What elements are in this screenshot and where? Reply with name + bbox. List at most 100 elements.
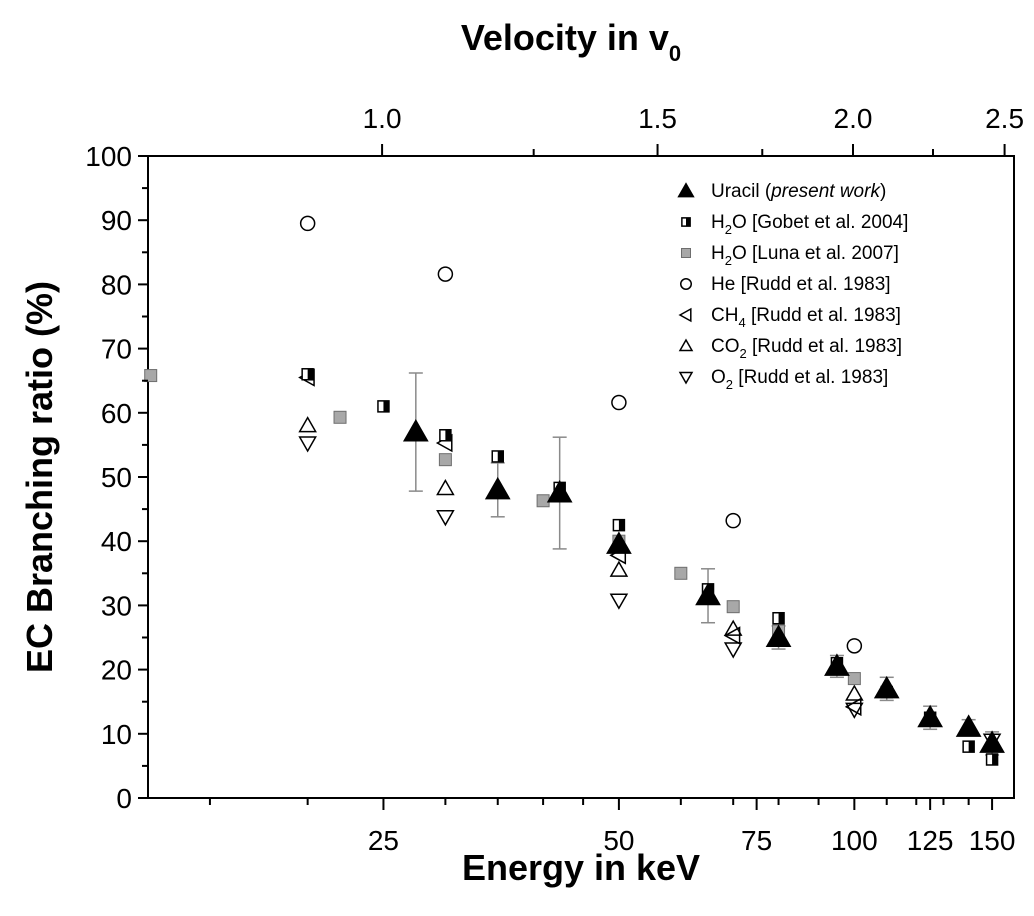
y-tick-label: 20	[101, 655, 132, 686]
legend-label-h2o-luna: H2O [Luna et al. 2007]	[711, 243, 899, 268]
point-uracil	[824, 653, 850, 676]
legend-label-h2o-gobet: H2O [Gobet et al. 2004]	[711, 212, 908, 237]
point-h2o-gobet	[985, 753, 999, 766]
legend-label-he-rudd: He [Rudd et al. 1983]	[711, 274, 891, 295]
point-he-rudd	[725, 512, 741, 529]
legend-entry-he-rudd: He [Rudd et al. 1983]	[680, 274, 891, 295]
legend-entry-co2-rudd: CO2 [Rudd et al. 1983]	[678, 336, 902, 361]
legend-label-part: present work	[770, 181, 881, 202]
x-tick-label: 150	[969, 825, 1016, 856]
marker-square-fill	[445, 429, 451, 441]
point-uracil	[484, 476, 511, 500]
x2-axis-title-sub: 0	[669, 41, 681, 66]
series-o2-rudd	[298, 436, 1002, 750]
point-he-rudd	[437, 266, 454, 282]
legend-label-part: Uracil (	[711, 181, 772, 202]
x-tick-label: 25	[368, 825, 399, 856]
legend-label-part: )	[880, 181, 886, 202]
point-uracil	[979, 730, 1005, 753]
marker-square-fill	[686, 217, 691, 227]
legend-marker-ch4-rudd	[678, 307, 692, 323]
marker-square-fill	[992, 753, 998, 765]
legend-label-o2-rudd: O2 [Rudd et al. 1983]	[711, 367, 888, 392]
point-he-rudd	[846, 638, 863, 654]
point-o2-rudd	[298, 436, 317, 453]
point-ch4-rudd	[723, 626, 741, 645]
point-he-rudd	[611, 394, 627, 411]
legend-marker-he-rudd	[680, 278, 692, 290]
legend-label-ch4-rudd: CH4 [Rudd et al. 1983]	[711, 305, 901, 330]
point-h2o-gobet	[301, 368, 314, 381]
legend-marker-h2o-luna	[681, 248, 691, 258]
point-uracil	[955, 714, 982, 737]
point-h2o-gobet	[612, 518, 626, 532]
x-tick-label: 75	[741, 825, 772, 856]
point-h2o-gobet	[377, 400, 390, 413]
x2-axis-title-main: Velocity in v	[461, 17, 669, 58]
legend-label-part: CO	[711, 336, 740, 357]
legend-marker-uracil	[677, 182, 695, 198]
error-bars	[408, 372, 1000, 756]
legend-entry-uracil: Uracil (present work)	[677, 181, 886, 202]
legend-label-part: H	[711, 243, 725, 264]
point-uracil	[765, 624, 792, 647]
marker-square-fill	[497, 450, 504, 462]
legend-label-part: He [Rudd et al. 1983]	[711, 274, 891, 295]
legend-label-co2-rudd: CO2 [Rudd et al. 1983]	[711, 336, 902, 361]
y-tick-label: 100	[85, 141, 132, 172]
point-co2-rudd	[845, 684, 864, 701]
legend-entry-ch4-rudd: CH4 [Rudd et al. 1983]	[678, 305, 901, 330]
point-h2o-luna	[333, 410, 347, 424]
series-h2o-luna	[144, 369, 861, 686]
legend-label-part: CH	[711, 305, 738, 326]
point-he-rudd	[299, 215, 316, 232]
point-uracil	[606, 531, 632, 554]
point-uracil	[917, 704, 944, 728]
legend-label-part: 2	[725, 253, 732, 268]
axis-titles: Energy in keV EC Branching ratio (%) Veloc…	[19, 17, 700, 888]
point-uracil	[402, 419, 429, 442]
legend-marker-o2-rudd	[678, 371, 694, 385]
point-h2o-luna	[144, 369, 158, 383]
point-h2o-luna	[726, 600, 740, 614]
data-points	[144, 215, 1005, 766]
point-h2o-gobet	[962, 740, 975, 753]
point-uracil	[873, 675, 900, 699]
point-ch4-rudd	[844, 697, 862, 717]
legend-marker-co2-rudd	[678, 338, 694, 352]
x-axis-title: Energy in keV	[462, 847, 700, 888]
y-tick-label: 50	[101, 462, 132, 493]
y-tick-label: 60	[101, 398, 132, 429]
legend-label-part: O	[711, 367, 726, 388]
y-tick-label: 30	[101, 590, 132, 621]
x2-tick-label: 2.5	[985, 103, 1024, 134]
marker-square-fill	[307, 368, 314, 380]
point-o2-rudd	[845, 702, 864, 719]
y-axis-title: EC Branching ratio (%)	[19, 281, 60, 673]
point-o2-rudd	[609, 593, 629, 610]
point-h2o-gobet	[439, 429, 452, 442]
y-tick-label: 90	[101, 205, 132, 236]
point-co2-rudd	[609, 560, 629, 577]
legend-label-part: O [Luna et al. 2007]	[732, 243, 899, 264]
point-h2o-luna	[847, 672, 861, 686]
point-h2o-gobet	[491, 450, 504, 463]
axis-ticks: 0 10 20 30 40 50 60 70 80 90 100 25 50 75 100 125 150 1.0…	[85, 103, 1024, 856]
legend: Uracil (present work)H2O [Gobet et al. 2…	[677, 181, 908, 392]
marker-square-fill	[383, 400, 389, 412]
x2-tick-label: 2.0	[834, 103, 873, 134]
point-co2-rudd	[436, 479, 455, 496]
point-o2-rudd	[723, 642, 743, 659]
x-tick-label: 50	[603, 825, 634, 856]
point-o2-rudd	[436, 510, 455, 527]
series-uracil	[402, 419, 1005, 753]
series-h2o-gobet	[301, 368, 999, 766]
x-tick-label: 100	[831, 825, 878, 856]
legend-label-part: O [Gobet et al. 2004]	[732, 212, 908, 233]
legend-label-part: [Rudd et al. 1983]	[733, 367, 888, 388]
legend-entry-h2o-luna: H2O [Luna et al. 2007]	[681, 243, 899, 268]
legend-label-part: 4	[738, 315, 745, 330]
y-tick-label: 0	[116, 783, 132, 814]
legend-entry-h2o-gobet: H2O [Gobet et al. 2004]	[681, 212, 908, 237]
